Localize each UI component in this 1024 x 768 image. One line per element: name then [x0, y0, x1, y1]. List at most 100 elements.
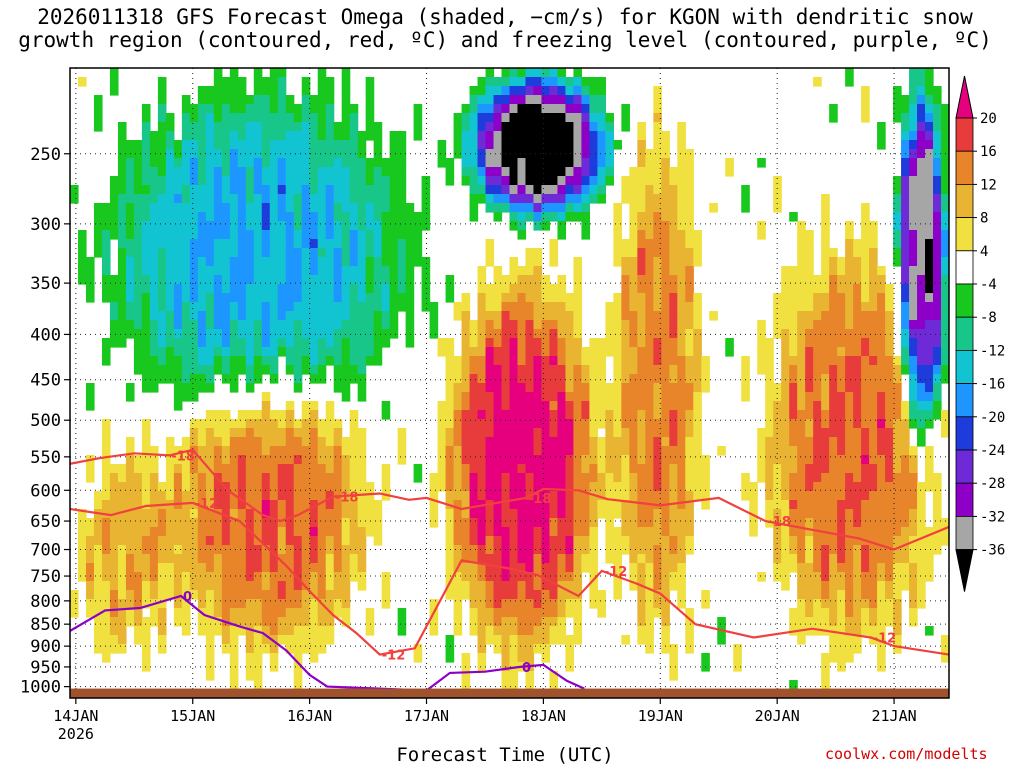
- omega-cell: [509, 383, 519, 393]
- omega-cell: [389, 302, 399, 312]
- omega-cell: [565, 644, 575, 654]
- omega-cell: [165, 248, 175, 258]
- omega-cell: [93, 608, 103, 618]
- omega-cell: [301, 572, 311, 582]
- omega-cell: [533, 131, 543, 141]
- omega-cell: [165, 572, 175, 582]
- omega-cell: [197, 482, 207, 492]
- omega-cell: [541, 617, 551, 627]
- omega-cell: [101, 635, 111, 645]
- omega-cell: [853, 509, 862, 519]
- omega-cell: [381, 158, 391, 168]
- omega-cell: [677, 410, 686, 420]
- omega-cell: [853, 311, 862, 321]
- omega-cell: [325, 140, 335, 150]
- omega-cell: [445, 284, 455, 294]
- omega-cell: [893, 473, 902, 483]
- omega-cell: [373, 329, 383, 339]
- omega-cell: [141, 311, 151, 321]
- omega-cell: [789, 536, 798, 546]
- omega-cell: [541, 347, 551, 357]
- omega-cell: [341, 266, 351, 276]
- omega-cell: [549, 293, 559, 303]
- omega-cell: [277, 275, 287, 285]
- omega-cell: [581, 464, 591, 474]
- omega-cell: [621, 473, 630, 483]
- omega-cell: [637, 239, 646, 249]
- omega-cell: [757, 221, 766, 231]
- omega-cell: [909, 212, 918, 222]
- omega-cell: [509, 113, 519, 123]
- omega-cell: [901, 284, 910, 294]
- omega-cell: [701, 482, 710, 492]
- omega-cell: [773, 491, 782, 501]
- omega-cell: [509, 185, 519, 195]
- omega-cell: [645, 356, 654, 366]
- omega-cell: [541, 509, 551, 519]
- omega-cell: [317, 131, 327, 141]
- omega-cell: [221, 113, 231, 123]
- omega-cell: [85, 392, 95, 402]
- omega-cell: [533, 140, 543, 150]
- omega-cell: [509, 86, 519, 96]
- omega-cell: [221, 419, 231, 429]
- omega-cell: [845, 275, 854, 285]
- omega-cell: [613, 401, 622, 411]
- omega-cell: [901, 419, 910, 429]
- omega-cell: [845, 464, 854, 474]
- omega-cell: [509, 68, 519, 78]
- omega-cell: [213, 320, 223, 330]
- omega-cell: [693, 302, 702, 312]
- omega-cell: [277, 311, 287, 321]
- omega-cell: [493, 311, 503, 321]
- contour-label: 0: [183, 590, 192, 605]
- omega-cell: [901, 554, 910, 564]
- omega-cell: [181, 572, 191, 582]
- omega-cell: [565, 356, 575, 366]
- omega-cell: [605, 158, 614, 168]
- omega-cell: [493, 212, 503, 222]
- omega-cell: [781, 374, 790, 384]
- omega-cell: [333, 122, 343, 132]
- omega-cell: [941, 653, 949, 663]
- contour-line: [70, 448, 949, 551]
- omega-cell: [245, 599, 255, 609]
- omega-cell: [909, 392, 918, 402]
- omega-cell: [269, 347, 279, 357]
- omega-cell: [573, 509, 583, 519]
- omega-cell: [765, 356, 774, 366]
- omega-cell: [445, 581, 455, 591]
- omega-cell: [229, 203, 239, 213]
- omega-cell: [205, 446, 215, 456]
- omega-cell: [333, 428, 343, 438]
- omega-cell: [93, 104, 103, 114]
- omega-cell: [141, 266, 151, 276]
- omega-cell: [645, 626, 654, 636]
- omega-cell: [325, 176, 335, 186]
- omega-cell: [829, 374, 838, 384]
- omega-cell: [357, 473, 367, 483]
- omega-cell: [213, 239, 223, 249]
- omega-cell: [845, 437, 854, 447]
- omega-cell: [397, 626, 407, 636]
- omega-cell: [357, 239, 367, 249]
- omega-cell: [893, 410, 902, 420]
- omega-cell: [813, 518, 822, 528]
- omega-cell: [181, 509, 191, 519]
- omega-cell: [845, 374, 854, 384]
- omega-cell: [685, 635, 694, 645]
- omega-cell: [85, 293, 95, 303]
- omega-cell: [341, 131, 351, 141]
- omega-cell: [485, 248, 495, 258]
- omega-cell: [133, 563, 143, 573]
- omega-cell: [645, 401, 654, 411]
- omega-cell: [621, 536, 630, 546]
- omega-cell: [309, 221, 319, 231]
- omega-cell: [629, 221, 638, 231]
- omega-cell: [613, 356, 622, 366]
- omega-cell: [781, 455, 790, 465]
- omega-cell: [277, 329, 287, 339]
- omega-cell: [493, 176, 503, 186]
- omega-cell: [149, 149, 159, 159]
- omega-cell: [805, 383, 814, 393]
